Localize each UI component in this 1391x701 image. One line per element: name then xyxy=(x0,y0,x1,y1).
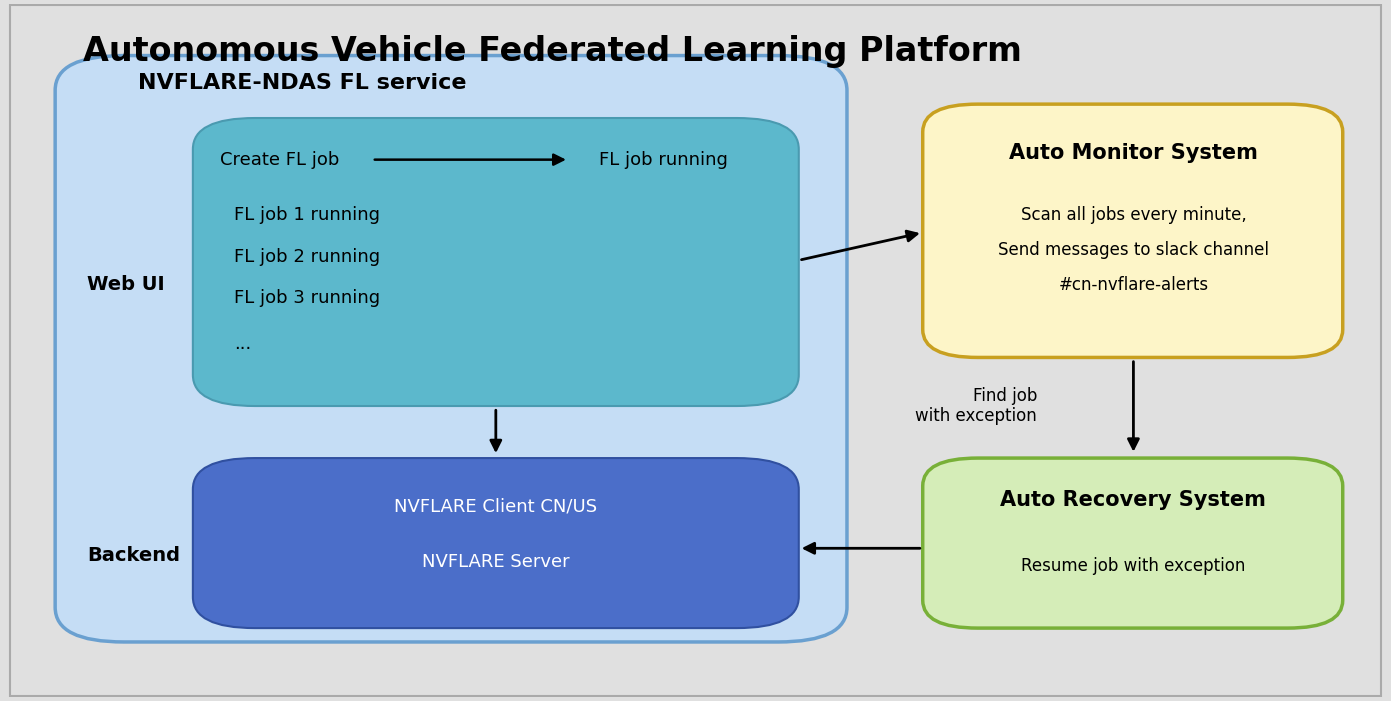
Text: Autonomous Vehicle Federated Learning Platform: Autonomous Vehicle Federated Learning Pl… xyxy=(82,35,1021,68)
FancyBboxPatch shape xyxy=(193,118,798,406)
Text: Resume job with exception: Resume job with exception xyxy=(1021,557,1245,575)
Text: Backend: Backend xyxy=(86,545,179,565)
Text: Scan all jobs every minute,: Scan all jobs every minute, xyxy=(1021,206,1246,224)
FancyBboxPatch shape xyxy=(56,55,847,642)
Text: Web UI: Web UI xyxy=(86,275,164,294)
Text: FL job 1 running: FL job 1 running xyxy=(234,206,380,224)
Text: #cn-nvflare-alerts: #cn-nvflare-alerts xyxy=(1059,275,1209,294)
FancyBboxPatch shape xyxy=(922,458,1342,628)
Text: NVFLARE Server: NVFLARE Server xyxy=(421,553,570,571)
Text: Auto Monitor System: Auto Monitor System xyxy=(1008,143,1257,163)
Text: Auto Recovery System: Auto Recovery System xyxy=(1000,490,1266,510)
Text: Send messages to slack channel: Send messages to slack channel xyxy=(997,241,1269,259)
Text: FL job running: FL job running xyxy=(600,151,727,169)
Text: FL job 2 running: FL job 2 running xyxy=(234,248,380,266)
FancyBboxPatch shape xyxy=(922,104,1342,358)
Text: Create FL job: Create FL job xyxy=(220,151,339,169)
Text: ...: ... xyxy=(234,334,252,353)
FancyBboxPatch shape xyxy=(193,458,798,628)
Text: NVFLARE Client CN/US: NVFLARE Client CN/US xyxy=(394,498,597,516)
Text: FL job 3 running: FL job 3 running xyxy=(234,290,380,308)
Text: NVFLARE-NDAS FL service: NVFLARE-NDAS FL service xyxy=(138,74,466,93)
Text: Find job
with exception: Find job with exception xyxy=(915,387,1038,426)
